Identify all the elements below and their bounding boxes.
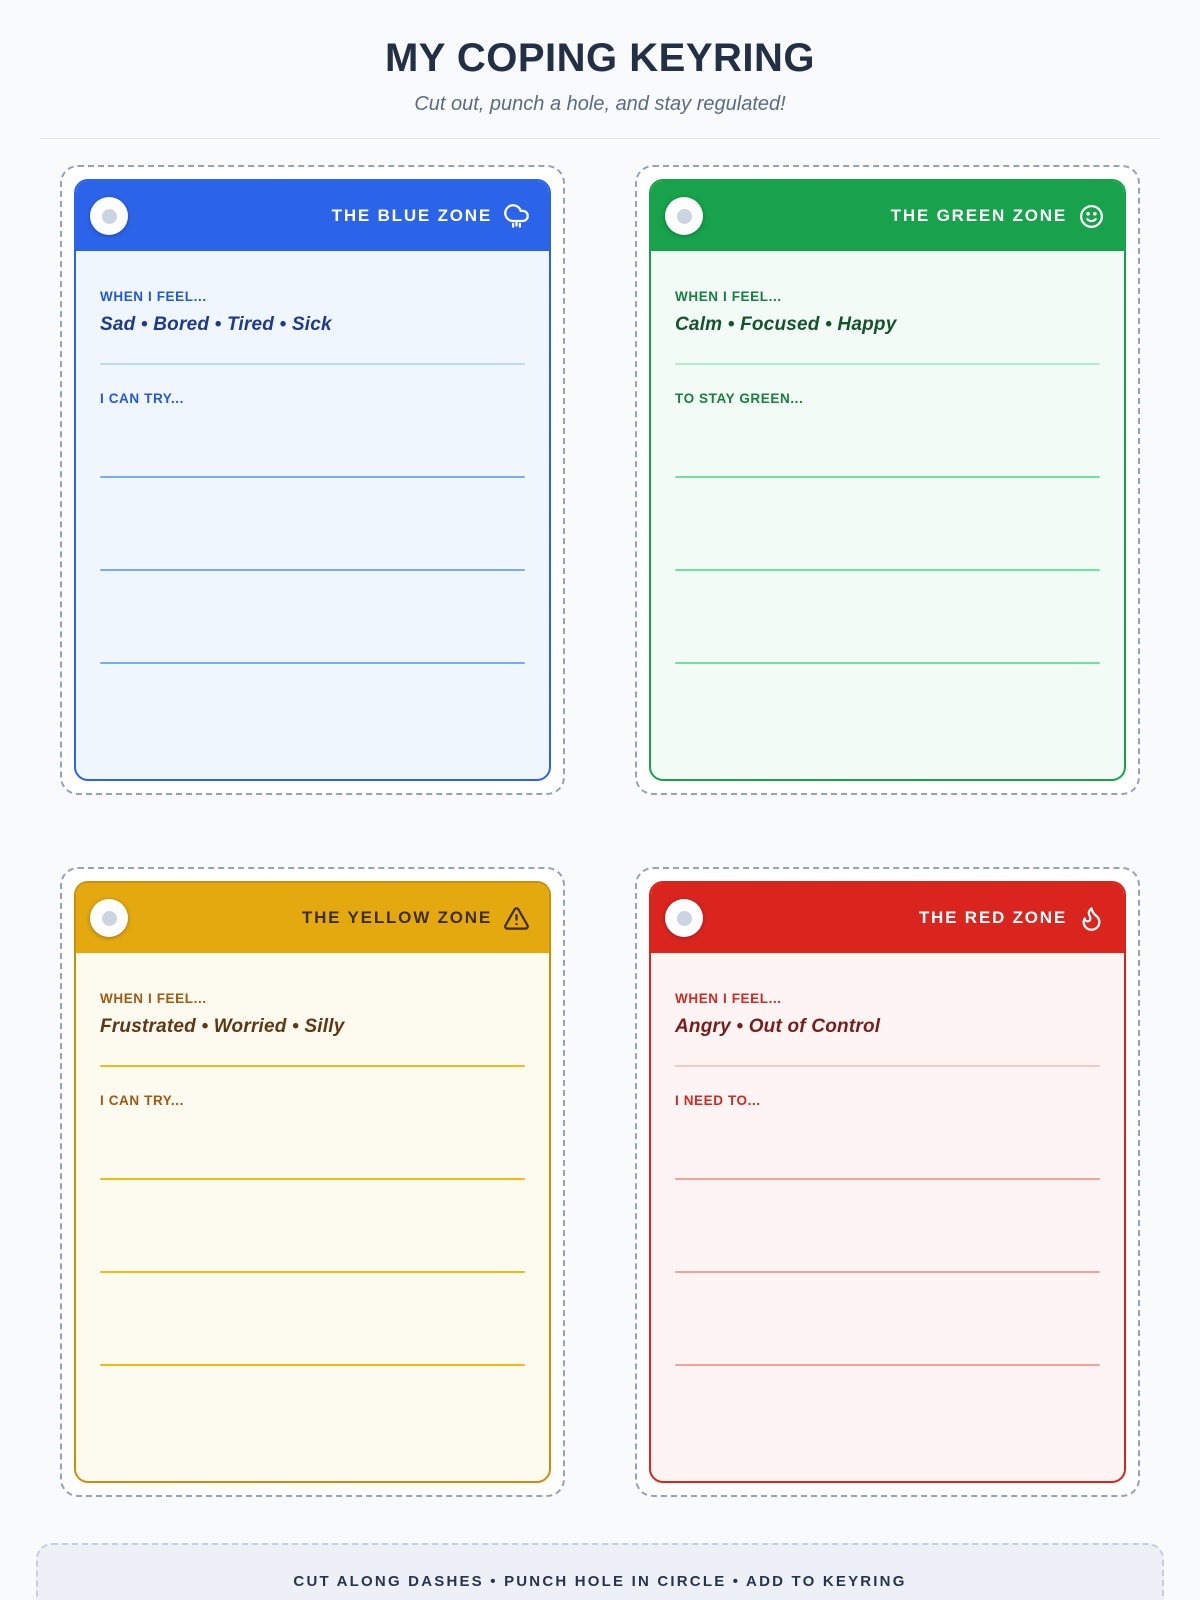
card-divider (100, 1065, 525, 1067)
zone-card-red: THE RED ZONE WHEN I FEEL... Angry • Out … (649, 881, 1126, 1483)
writing-line (100, 1178, 525, 1180)
writing-line (675, 1271, 1100, 1273)
feel-label: WHEN I FEEL... (675, 991, 782, 1006)
zone-card-header: THE GREEN ZONE (651, 181, 1124, 251)
punch-hole (90, 197, 128, 235)
smiley-icon (1078, 203, 1105, 230)
warning-triangle-icon (503, 905, 530, 932)
cut-outline-green: THE GREEN ZONE WHEN I FEEL... Calm • Foc… (635, 165, 1140, 795)
zone-card-body: WHEN I FEEL... Frustrated • Worried • Si… (76, 953, 549, 1481)
punch-hole-dot (101, 910, 117, 926)
card-divider (100, 363, 525, 365)
page-header: MY COPING KEYRING Cut out, punch a hole,… (0, 0, 1200, 116)
card-divider (675, 1065, 1100, 1067)
zone-card-header: THE BLUE ZONE (76, 181, 549, 251)
zone-card-header: THE RED ZONE (651, 883, 1124, 953)
zone-card-header: THE YELLOW ZONE (76, 883, 549, 953)
writing-line (675, 1364, 1100, 1366)
header-divider (40, 138, 1160, 139)
cut-outline-blue: THE BLUE ZONE WHEN I FEEL... Sad • Bored… (60, 165, 565, 795)
footer-instructions-box: CUT ALONG DASHES • PUNCH HOLE IN CIRCLE … (36, 1543, 1164, 1600)
zone-title: THE RED ZONE (918, 908, 1067, 927)
writing-line (100, 476, 525, 478)
zone-card-grid: THE BLUE ZONE WHEN I FEEL... Sad • Bored… (60, 165, 1140, 1497)
writing-line (675, 569, 1100, 571)
zone-card-yellow: THE YELLOW ZONE WHEN I FEEL... Frustrate… (74, 881, 551, 1483)
cut-outline-red: THE RED ZONE WHEN I FEEL... Angry • Out … (635, 867, 1140, 1497)
feelings-list: Frustrated • Worried • Silly (100, 1016, 345, 1037)
action-label: I CAN TRY... (100, 391, 184, 406)
action-label: I CAN TRY... (100, 1093, 184, 1108)
zone-title: THE GREEN ZONE (890, 206, 1067, 225)
cut-outline-yellow: THE YELLOW ZONE WHEN I FEEL... Frustrate… (60, 867, 565, 1497)
page-subtitle: Cut out, punch a hole, and stay regulate… (414, 93, 786, 115)
zone-title: THE BLUE ZONE (331, 206, 492, 225)
punch-hole-dot (101, 208, 117, 224)
zone-card-blue: THE BLUE ZONE WHEN I FEEL... Sad • Bored… (74, 179, 551, 781)
footer-instructions: CUT ALONG DASHES • PUNCH HOLE IN CIRCLE … (293, 1573, 907, 1590)
punch-hole (90, 899, 128, 937)
feelings-list: Sad • Bored • Tired • Sick (100, 314, 332, 335)
writing-line (100, 1364, 525, 1366)
feel-label: WHEN I FEEL... (675, 289, 782, 304)
feel-label: WHEN I FEEL... (100, 289, 207, 304)
writing-line (100, 569, 525, 571)
punch-hole (665, 197, 703, 235)
punch-hole-dot (676, 910, 692, 926)
writing-line (675, 476, 1100, 478)
zone-card-body: WHEN I FEEL... Sad • Bored • Tired • Sic… (76, 251, 549, 779)
zone-title: THE YELLOW ZONE (301, 908, 492, 927)
action-label: TO STAY GREEN... (675, 391, 804, 406)
action-label: I NEED TO... (675, 1093, 761, 1108)
zone-card-body: WHEN I FEEL... Calm • Focused • Happy TO… (651, 251, 1124, 779)
cloud-rain-icon (503, 203, 530, 230)
punch-hole (665, 899, 703, 937)
writing-line (675, 1178, 1100, 1180)
card-divider (675, 363, 1100, 365)
writing-line (675, 662, 1100, 664)
zone-card-green: THE GREEN ZONE WHEN I FEEL... Calm • Foc… (649, 179, 1126, 781)
feel-label: WHEN I FEEL... (100, 991, 207, 1006)
flame-icon (1078, 905, 1105, 932)
punch-hole-dot (676, 208, 692, 224)
zone-card-body: WHEN I FEEL... Angry • Out of Control I … (651, 953, 1124, 1481)
page-title: MY COPING KEYRING (384, 36, 816, 80)
feelings-list: Angry • Out of Control (675, 1016, 881, 1037)
writing-line (100, 662, 525, 664)
writing-line (100, 1271, 525, 1273)
feelings-list: Calm • Focused • Happy (675, 314, 897, 335)
